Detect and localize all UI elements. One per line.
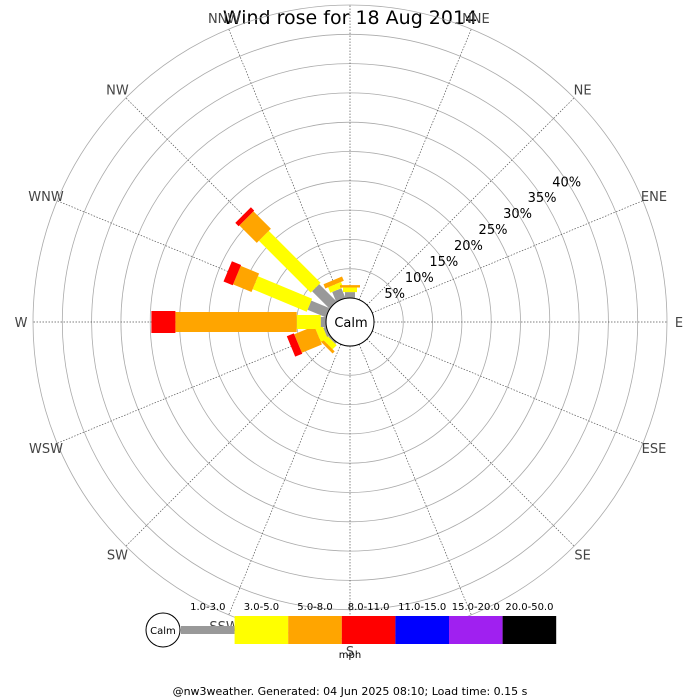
bar-wnw-bin1 (307, 300, 330, 318)
spoke-ne (366, 97, 575, 306)
legend-swatch (234, 616, 289, 644)
ring-label: 15% (429, 255, 458, 270)
bar-wnw-bin3 (233, 265, 260, 292)
direction-label-nnw: NNW (208, 12, 240, 27)
direction-label-n: N (345, 0, 355, 2)
bar-w-bin1 (320, 317, 326, 327)
calm-label: Calm (334, 316, 367, 331)
bar-nnw-bin1 (332, 288, 346, 302)
bar-wnw-bin2 (252, 276, 313, 312)
ring-label: 40% (552, 175, 581, 190)
bar-wsw-bin4 (286, 333, 303, 357)
bar-nw-bin4 (235, 207, 255, 227)
legend-swatch (288, 616, 342, 644)
spoke-ssw (228, 344, 342, 616)
legend-bin-label: 20.0-50.0 (505, 602, 553, 613)
footer: @nw3weather. Generated: 04 Jun 2025 08:1… (173, 685, 528, 698)
bar-nw-bin2 (258, 230, 321, 293)
direction-label-e: E (675, 316, 683, 331)
ring-label: 10% (405, 271, 434, 286)
legend-bin-label: 15.0-20.0 (452, 602, 500, 613)
bar-nnw-bin2 (328, 282, 344, 293)
direction-label-wsw: WSW (29, 442, 63, 457)
spoke-ese (372, 330, 644, 444)
bar-sw-bin1 (328, 335, 337, 344)
calm-circle (325, 297, 375, 347)
bar-w-bin2 (296, 315, 321, 329)
direction-label-s: S (346, 645, 354, 660)
ring-label: 25% (479, 223, 508, 238)
direction-label-wnw: WNW (28, 190, 64, 205)
legend-calm-circle (145, 612, 181, 648)
bar-n-bin2 (343, 287, 357, 293)
bar-nw-bin1 (312, 284, 337, 309)
bar-n-bin1 (345, 292, 355, 298)
spoke-ene (372, 200, 644, 314)
legend-bin-label: 5.0-8.0 (297, 602, 332, 613)
legend-bin-label: 3.0-5.0 (244, 602, 279, 613)
ring-label: 20% (454, 239, 483, 254)
bar-sw-bin3 (318, 337, 335, 354)
spoke-se (366, 338, 575, 547)
bar-wnw-bin4 (223, 261, 242, 286)
legend-calm-label: Calm (150, 626, 176, 637)
grid-ring (149, 121, 551, 523)
legend-bin-label: 8.0-11.0 (348, 602, 390, 613)
ring-label: 35% (528, 191, 557, 206)
bar-wsw-bin1 (323, 326, 330, 337)
direction-label-ese: ESE (642, 442, 667, 457)
bar-nw-bin3 (239, 211, 271, 243)
bar-n-bin3 (340, 285, 360, 288)
ring-label: 5% (384, 287, 405, 302)
ring-label: 30% (503, 207, 532, 222)
bar-wsw-bin2 (315, 325, 328, 342)
grid-ring (61, 33, 639, 611)
direction-label-se: SE (574, 549, 590, 564)
wind-bars (151, 207, 360, 357)
bar-w-bin3 (175, 312, 297, 332)
direction-label-sw: SW (107, 549, 128, 564)
direction-label-nne: NNE (462, 12, 490, 27)
legend-swatch (395, 616, 449, 644)
spoke-wsw (56, 330, 328, 444)
legend-swatch (181, 626, 235, 634)
legend-swatch (449, 616, 503, 644)
ring-labels: 5%10%15%20%25%30%35%40% (384, 175, 581, 302)
spoke-sw (125, 338, 334, 547)
legend-swatch (341, 616, 396, 644)
bar-wsw-bin3 (294, 326, 322, 353)
direction-label-nw: NW (106, 83, 129, 98)
direction-label-w: W (15, 316, 28, 331)
speed-legend: Calm mph 1.0-3.0 3.0-5.0 5.0-8.0 8.0-11.0 11… (145, 602, 557, 661)
legend-bin-label: 11.0-15.0 (398, 602, 446, 613)
legend-bin-label: 1.0-3.0 (190, 602, 225, 613)
spoke-nne (358, 28, 472, 300)
direction-label-ne: NE (574, 83, 592, 98)
legend-unit: mph (339, 650, 361, 661)
direction-label-ene: ENE (641, 190, 667, 205)
bar-w-bin4 (151, 311, 176, 333)
legend-swatch (502, 616, 557, 644)
bar-nnw-bin3 (323, 276, 344, 289)
spoke-nnw (228, 28, 342, 300)
spoke-sse (358, 344, 472, 616)
